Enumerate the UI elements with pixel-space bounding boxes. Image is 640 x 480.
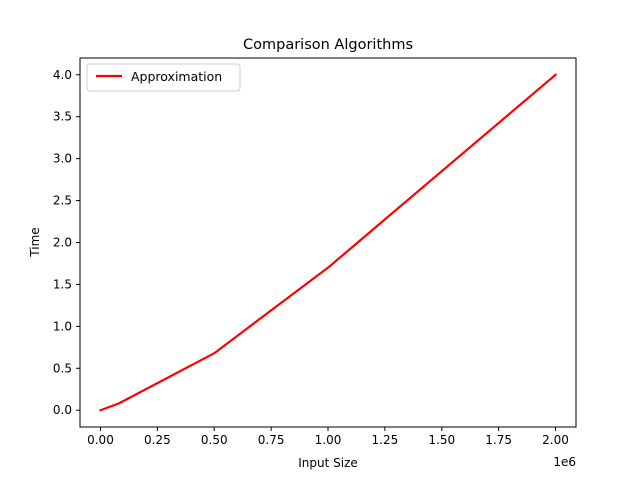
plot-area [80,58,576,427]
x-tick-label: 0.75 [258,433,285,447]
y-tick-label: 1.0 [53,319,72,333]
legend-label-approximation: Approximation [131,69,222,84]
y-axis-label: Time [28,227,42,257]
x-tick-label: 1.75 [485,433,512,447]
y-tick-label: 3.5 [53,110,72,124]
y-tick-label: 0.0 [53,403,72,417]
x-axis-label: Input Size [298,456,358,470]
x-tick-label: 1.25 [372,433,399,447]
y-tick-label: 2.5 [53,194,72,208]
y-tick-label: 0.5 [53,361,72,375]
legend: Approximation [86,63,241,92]
y-tick-label: 4.0 [53,68,72,82]
legend-box [86,63,241,92]
x-tick-label: 0.00 [87,433,114,447]
x-axis: 0.00 0.25 0.50 0.75 1.00 1.25 1.50 1.75 2.00 [87,427,569,447]
x-tick-label: 0.25 [144,433,171,447]
chart-title: Comparison Algorithms [243,37,413,53]
x-tick-label: 0.50 [201,433,228,447]
x-tick-label: 1.50 [428,433,455,447]
y-tick-label: 2.0 [53,236,72,250]
y-tick-label: 1.5 [53,277,72,291]
y-tick-label: 3.0 [53,152,72,166]
y-axis: 0.0 0.5 1.0 1.5 2.0 2.5 3.0 3.5 4.0 [53,68,80,417]
series-line-approximation [99,73,558,412]
x-offset-label: 1e6 [553,455,576,469]
x-tick-label: 2.00 [542,433,569,447]
plot-lines [99,73,558,412]
x-tick-label: 1.00 [315,433,342,447]
